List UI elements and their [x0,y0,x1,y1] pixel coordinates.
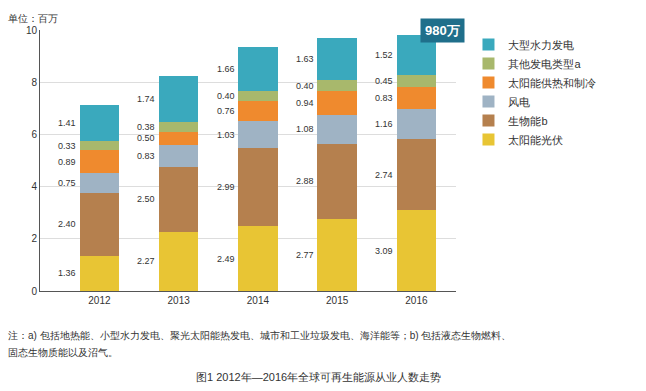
svg-text:2.27: 2.27 [137,256,155,266]
svg-text:0.83: 0.83 [137,151,155,161]
svg-text:2.49: 2.49 [217,254,235,264]
svg-text:10: 10 [26,25,38,36]
svg-text:3.09: 3.09 [375,246,393,256]
svg-text:8: 8 [31,77,37,88]
svg-text:1.08: 1.08 [296,124,314,134]
svg-text:1.52: 1.52 [375,50,393,60]
svg-text:太阳能供热和制冷: 太阳能供热和制冷 [508,77,596,89]
svg-text:2014: 2014 [247,295,270,306]
svg-text:1.74: 1.74 [137,94,155,104]
svg-text:2.77: 2.77 [296,250,314,260]
svg-text:0.75: 0.75 [58,178,76,188]
svg-text:2013: 2013 [168,295,191,306]
svg-text:1.66: 1.66 [217,64,235,74]
svg-text:0.94: 0.94 [296,98,314,108]
svg-text:图1 2012年—2016年全球可再生能源从业人数走势: 图1 2012年—2016年全球可再生能源从业人数走势 [196,371,441,383]
svg-text:2012: 2012 [88,295,111,306]
svg-text:1.03: 1.03 [217,130,235,140]
svg-text:0.89: 0.89 [58,157,76,167]
svg-text:2.74: 2.74 [375,170,393,180]
svg-text:生物能b: 生物能b [508,115,547,127]
svg-text:单位：百万: 单位：百万 [8,13,58,24]
svg-text:2.88: 2.88 [296,176,314,186]
svg-text:0.40: 0.40 [217,91,235,101]
svg-text:1.36: 1.36 [58,268,76,278]
svg-text:其他发电类型a: 其他发电类型a [508,58,581,70]
svg-text:2.40: 2.40 [58,219,76,229]
svg-text:980万: 980万 [425,23,460,38]
svg-text:太阳能光伏: 太阳能光伏 [508,134,563,146]
svg-text:2.50: 2.50 [137,194,155,204]
svg-text:4: 4 [31,181,37,192]
svg-text:2.99: 2.99 [217,182,235,192]
svg-text:6: 6 [31,129,37,140]
svg-text:0: 0 [31,286,37,297]
svg-text:固态生物质能以及沼气。: 固态生物质能以及沼气。 [8,347,118,358]
svg-text:0.40: 0.40 [296,81,314,91]
svg-text:大型水力发电: 大型水力发电 [508,39,574,51]
svg-text:0.33: 0.33 [58,141,76,151]
svg-text:0.38: 0.38 [137,122,155,132]
svg-text:注：a) 包括地热能、小型水力发电、聚光太阳能热发电、城市和: 注：a) 包括地热能、小型水力发电、聚光太阳能热发电、城市和工业垃圾发电、海洋能… [8,330,511,341]
svg-text:1.16: 1.16 [375,119,393,129]
svg-text:0.83: 0.83 [375,93,393,103]
svg-text:风电: 风电 [508,96,530,108]
svg-text:0.45: 0.45 [375,76,393,86]
svg-text:2016: 2016 [405,295,428,306]
svg-text:2: 2 [31,233,37,244]
svg-text:1.63: 1.63 [296,54,314,64]
svg-text:0.76: 0.76 [217,106,235,116]
svg-text:1.41: 1.41 [58,118,76,128]
svg-text:0.50: 0.50 [137,133,155,143]
svg-text:2015: 2015 [326,295,349,306]
